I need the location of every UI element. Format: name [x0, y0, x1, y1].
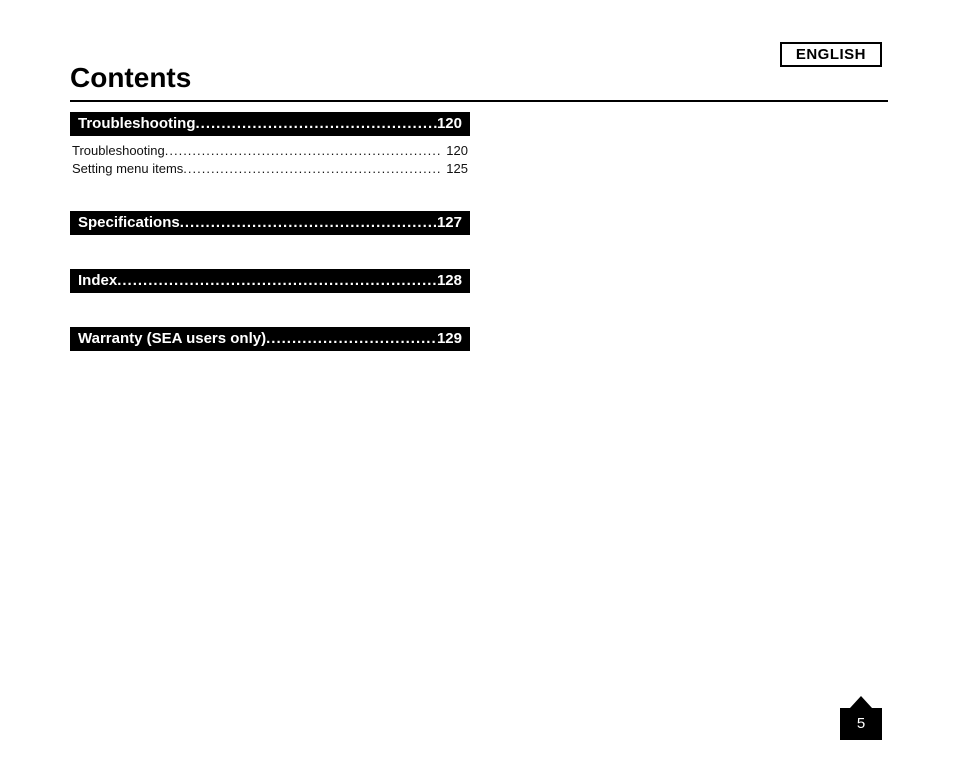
toc-sub-row: Troubleshooting ........................… — [72, 142, 468, 160]
toc-section-page: 128 — [437, 272, 462, 289]
page-marker-triangle-icon — [850, 696, 872, 708]
toc-column: Troubleshooting ........................… — [70, 112, 470, 351]
toc-sub-row: Setting menu items .....................… — [72, 160, 468, 178]
toc-section: Troubleshooting ........................… — [70, 112, 470, 136]
toc-section-page: 129 — [437, 330, 462, 347]
toc-sub-page: 125 — [442, 160, 468, 178]
toc-sub-label: Troubleshooting — [72, 142, 165, 160]
page-number-marker: 5 — [840, 708, 882, 740]
toc-section-page: 127 — [437, 214, 462, 231]
toc-dots: ........................................… — [183, 160, 442, 178]
toc-sublist: Troubleshooting ........................… — [70, 142, 470, 177]
toc-section-page: 120 — [437, 115, 462, 132]
language-badge: ENGLISH — [780, 42, 882, 67]
toc-sub-label: Setting menu items — [72, 160, 183, 178]
toc-dots: ........................................… — [180, 214, 437, 231]
toc-dots: ........................................… — [196, 115, 437, 132]
toc-section-label: Warranty (SEA users only) — [78, 330, 266, 347]
toc-section: Index ..................................… — [70, 269, 470, 293]
toc-section-label: Specifications — [78, 214, 180, 231]
page-title: Contents — [70, 62, 191, 94]
toc-sub-page: 120 — [442, 142, 468, 160]
toc-section-label: Troubleshooting — [78, 115, 196, 132]
toc-dots: ........................................… — [165, 142, 443, 160]
toc-section: Warranty (SEA users only) ..............… — [70, 327, 470, 351]
toc-section-label: Index — [78, 272, 117, 289]
page-number: 5 — [840, 708, 882, 740]
toc-dots: ........................................… — [266, 330, 437, 347]
toc-dots: ........................................… — [117, 272, 437, 289]
title-rule — [70, 100, 888, 102]
toc-section: Specifications .........................… — [70, 211, 470, 235]
